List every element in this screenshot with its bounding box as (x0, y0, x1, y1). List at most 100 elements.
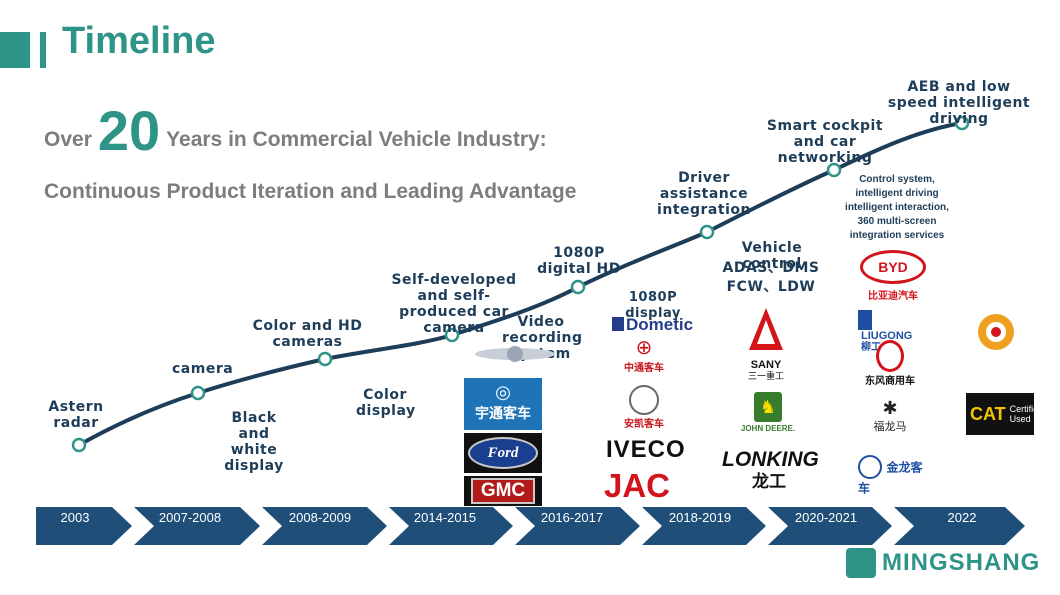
eagle-logo-icon (470, 343, 560, 363)
year-arrow-3 (262, 507, 387, 545)
fulongma-logo-cn: 福龙马 (873, 421, 907, 433)
timeline-point-2016 (570, 279, 586, 295)
year-arrows (36, 507, 1025, 545)
year-label: 2016-2017 (540, 510, 604, 525)
yutong-logo: ◎ 宇通客车 (464, 378, 542, 430)
milestone-detail-2018-1: Vehicle control (741, 240, 803, 272)
kinglong-emblem-icon (858, 455, 882, 479)
liugong-logo-cn: 柳工 (861, 342, 881, 353)
johndeere-deer-icon: ♞ (754, 392, 782, 422)
subtitle-suffix: Years in Commercial Vehicle Industry: (166, 128, 547, 151)
subtitle-line-2: Continuous Product Iteration and Leading… (44, 180, 577, 203)
page-title: Timeline (62, 20, 216, 62)
milestone-detail-2008: Color display (356, 387, 416, 419)
year-arrow-1 (36, 507, 132, 545)
milestone-label-2008: Color and HD cameras (252, 318, 363, 350)
title-accent-bar (40, 32, 46, 68)
milestone-label-2003: Astern radar (48, 399, 104, 431)
fulongma-logo: ✱ 福龙马 (862, 398, 918, 434)
year-label: 2003 (60, 510, 90, 525)
dometic-logo-text: Dometic (626, 315, 694, 334)
timeline-point-2008 (317, 351, 333, 367)
fulongma-emblem-icon: ✱ (882, 398, 898, 418)
year-arrow-4 (389, 507, 513, 545)
lonking-logo: LONKING 龙工 (722, 448, 819, 492)
milestone-label-2014: Self-developed and self-produced car cam… (391, 272, 517, 336)
dometic-logo: Dometic (612, 315, 693, 335)
subtitle-prefix: Over (44, 128, 92, 151)
gmc-logo-text: GMC (470, 478, 536, 504)
sany-logo-cn: 三一重工 (747, 371, 784, 381)
liugong-logo-text: LIUGONG (861, 330, 913, 342)
yutong-logo-text: 宇通客车 (475, 405, 531, 421)
milestone-detail-2018-2: ADAS、DMS (722, 260, 820, 276)
subtitle-line-1: Over 20 Years in Commercial Vehicle Indust… (44, 98, 547, 163)
zhongtong-logo-text: 中通客车 (624, 363, 664, 374)
dongfeng-emblem-icon (876, 340, 904, 372)
milestone-label-2007: camera (172, 361, 234, 377)
byd-logo-cn: 比亚迪汽车 (868, 291, 918, 302)
cat-certified-logo: CAT Certified Used (966, 393, 1043, 435)
title-accent-block (0, 32, 30, 68)
company-logo-icon (846, 548, 876, 578)
milestone-detail-2018-3: FCW、LDW (726, 279, 816, 295)
year-label: 2014-2015 (413, 510, 477, 525)
ankai-logo: 安凯客车 (620, 385, 668, 430)
ford-logo: Ford (464, 433, 542, 473)
ford-logo-text: Ford (468, 437, 538, 469)
timeline-point-2003 (71, 437, 87, 453)
zhongtong-emblem-icon: ⊕ (635, 337, 653, 359)
milestone-detail-2007: Black and white display (224, 410, 284, 474)
year-arrow-6 (642, 507, 766, 545)
year-label: 2008-2009 (288, 510, 352, 525)
timeline-stems (77, 123, 964, 508)
year-label: 2020-2021 (794, 510, 858, 525)
milestone-detail-2016: 1080P display (625, 290, 681, 321)
timeline-point-2022 (954, 115, 970, 131)
timeline-point-2018 (699, 224, 715, 240)
kinglong-logo-cn: 金龙客车 (858, 460, 923, 496)
year-arrow-8 (894, 507, 1025, 545)
johndeere-logo: ♞ JOHN DEERE. (738, 392, 798, 433)
year-label: 2007-2008 (158, 510, 222, 525)
timeline-point-2014 (444, 327, 460, 343)
certified-used-text: Certified Used (1009, 404, 1044, 424)
sany-logo: SANY 三一重工 (746, 306, 786, 381)
dongfeng-logo-cn: 东风商用车 (865, 376, 915, 387)
timeline-curve (78, 121, 963, 447)
johndeere-logo-text: JOHN DEERE. (740, 424, 796, 433)
year-arrow-5 (515, 507, 640, 545)
kinglong-logo: 金龙客车 (858, 455, 928, 497)
timeline-points (71, 115, 970, 453)
year-arrow-7 (768, 507, 892, 545)
zhongtong-logo: ⊕ 中通客车 (620, 337, 668, 374)
iveco-logo: IVECO (606, 436, 686, 463)
timeline-point-2020 (826, 162, 842, 178)
ankai-emblem-icon (629, 385, 659, 415)
gmc-logo: GMC (464, 476, 542, 506)
orange-swirl-logo-icon (976, 312, 1016, 352)
sany-logo-text: SANY (750, 359, 782, 371)
sany-emblem-icon (749, 308, 783, 350)
milestone-label-2022: AEB and low speed intelligent driving (887, 79, 1031, 127)
milestone-label-2020: Smart cockpit and car networking (766, 118, 884, 166)
milestone-detail-2020: Control system, intelligent driving inte… (845, 174, 949, 241)
year-label: 2022 (947, 510, 977, 525)
milestone-label-2018: Driver assistance integration (657, 170, 751, 218)
milestone-label-2016: 1080P digital HD (537, 245, 621, 277)
timeline-point-2007 (190, 385, 206, 401)
year-label: 2018-2019 (668, 510, 732, 525)
subtitle-number: 20 (97, 99, 161, 162)
year-arrow-2 (134, 507, 260, 545)
company-logo-text: MINGSHANG (882, 549, 1041, 576)
lonking-logo-cn: 龙工 (752, 472, 786, 491)
lonking-logo-text: LONKING (722, 448, 819, 471)
byd-logo-text: BYD (860, 250, 926, 284)
cat-logo-text: CAT (970, 403, 1006, 424)
liugong-logo: LIUGONG 柳工 (858, 310, 928, 353)
ankai-logo-text: 安凯客车 (624, 419, 664, 430)
byd-logo: BYD 比亚迪汽车 (858, 250, 928, 302)
jac-logo: JAC (604, 467, 671, 504)
dongfeng-logo: 东风商用车 (858, 340, 922, 387)
